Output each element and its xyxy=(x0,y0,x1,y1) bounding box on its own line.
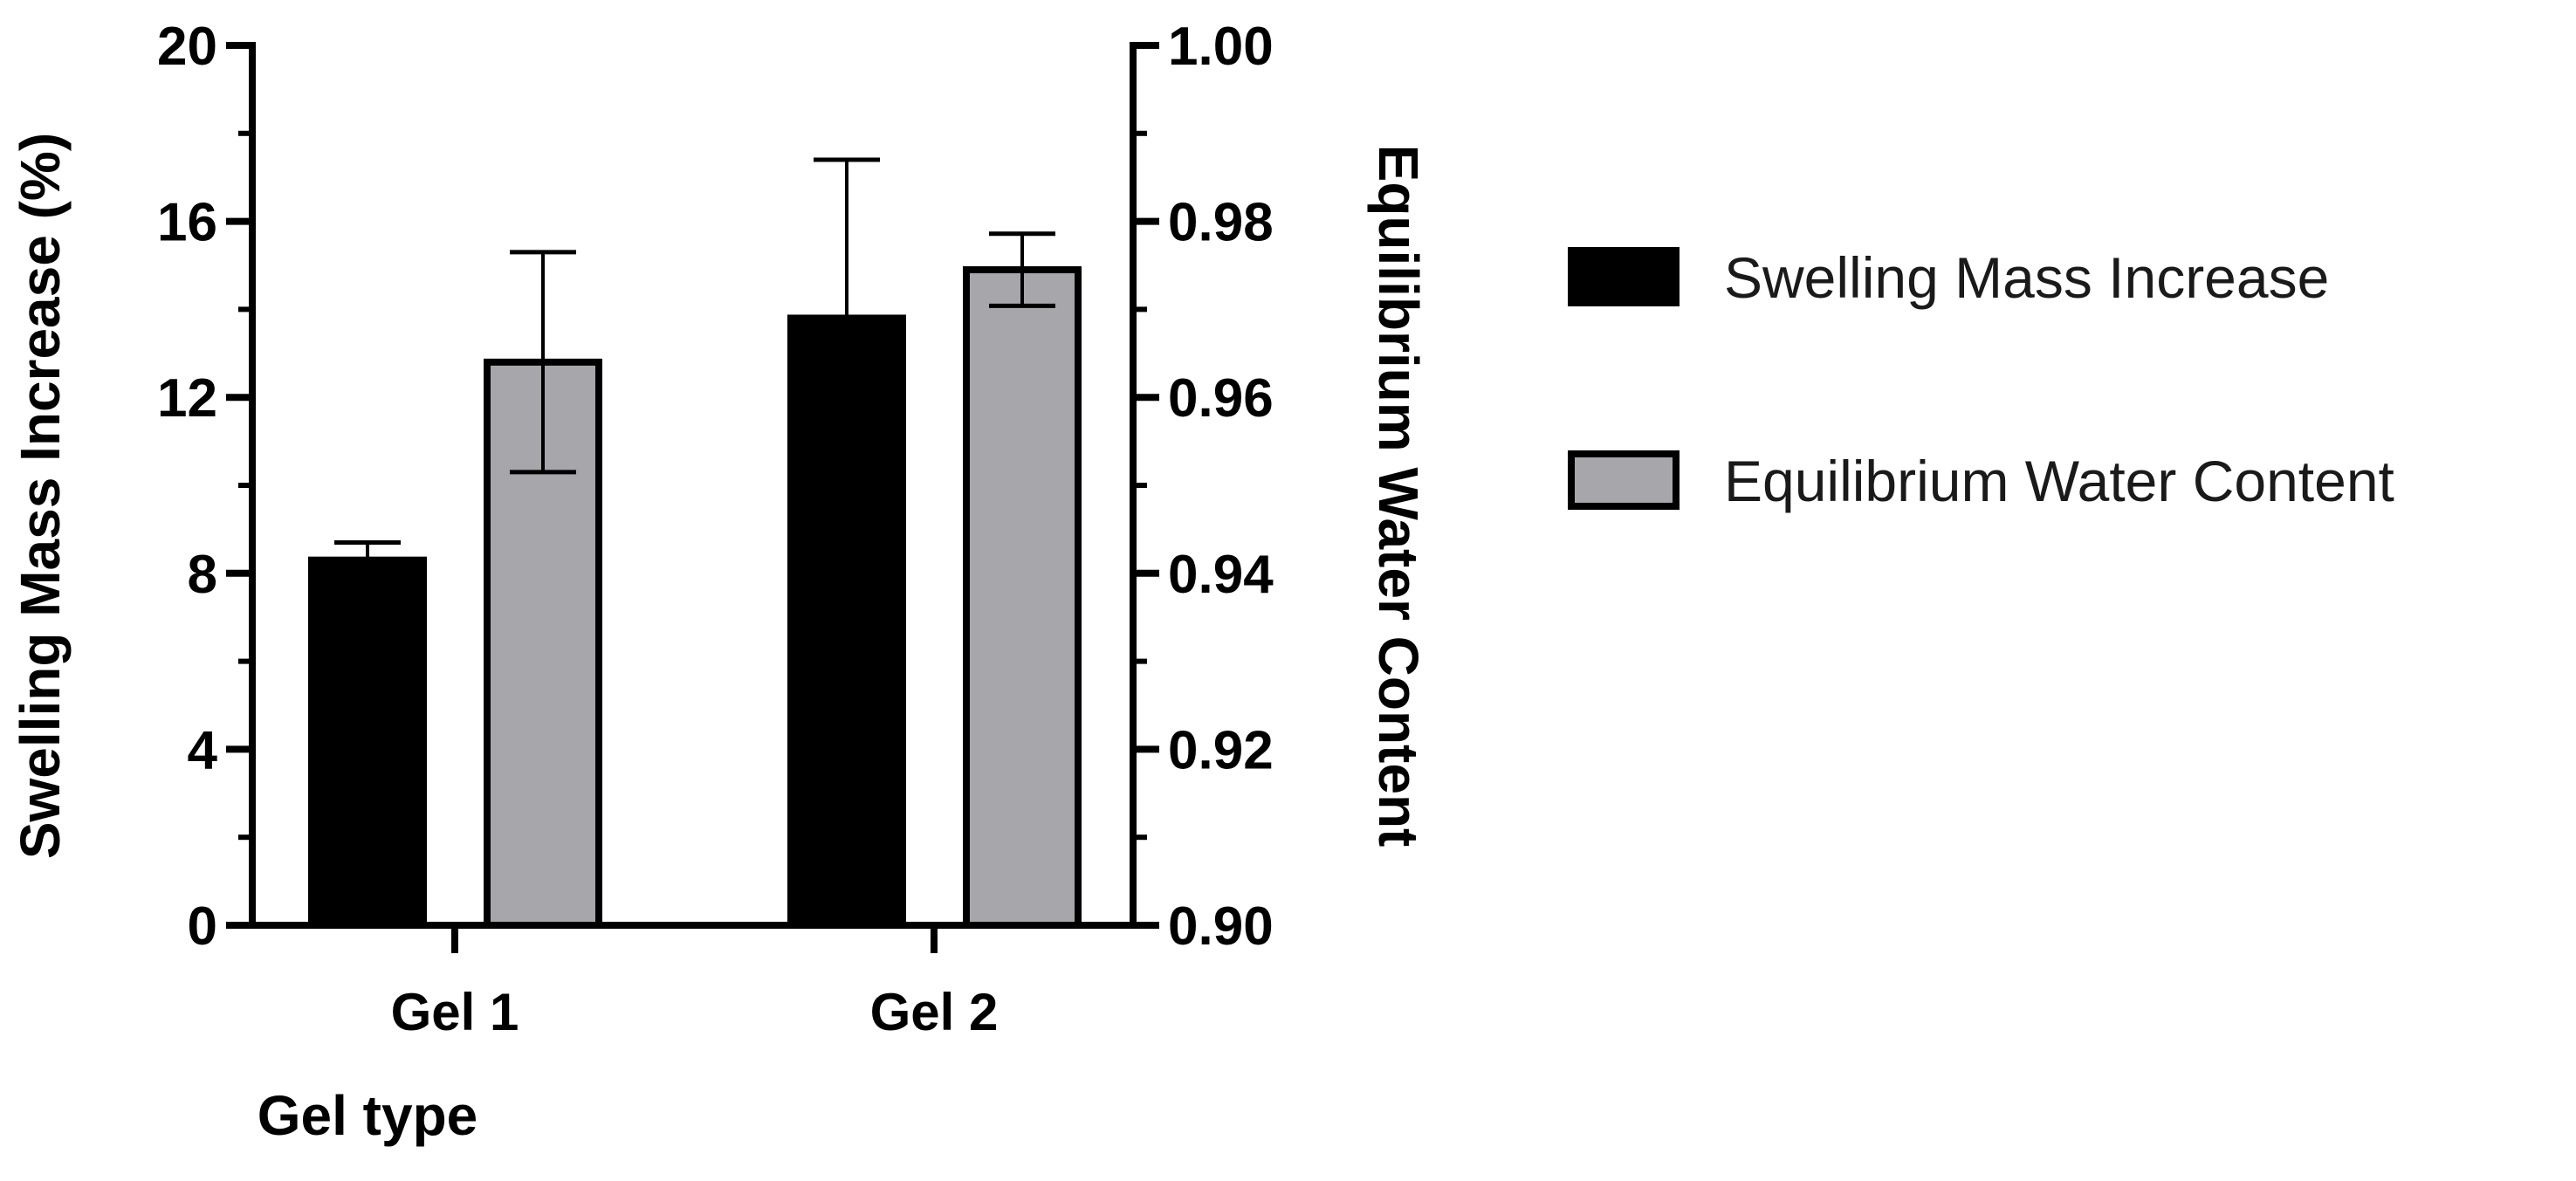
y-left-tick-label: 4 xyxy=(188,720,218,780)
y-left-axis-title: Swelling Mass Increase (%) xyxy=(9,133,72,859)
bar-swelling xyxy=(787,314,906,930)
y-right-tick-label: 0.92 xyxy=(1168,720,1274,780)
y-right-tick-label: 0.96 xyxy=(1168,368,1274,429)
legend: Swelling Mass Increase Equilibrium Water… xyxy=(1568,245,2394,513)
x-tick-label: Gel 1 xyxy=(391,983,519,1041)
legend-label-ewc: Equilibrium Water Content xyxy=(1724,449,2394,513)
y-right-tick-label: 0.94 xyxy=(1168,545,1274,605)
bar-ewc xyxy=(963,266,1082,930)
legend-swatch-swelling xyxy=(1568,247,1680,306)
bars xyxy=(308,266,1082,930)
legend-swatch-ewc xyxy=(1568,450,1680,510)
y-left-tick-label: 20 xyxy=(157,17,217,77)
error-bars xyxy=(334,157,1055,560)
bar-swelling xyxy=(308,556,427,929)
x-axis-title: Gel type xyxy=(258,1084,478,1147)
y-left-tick-label: 0 xyxy=(188,896,217,957)
x-tick-label: Gel 2 xyxy=(870,983,999,1041)
y-right-tick-label: 1.00 xyxy=(1168,17,1274,77)
y-left-tick-label: 12 xyxy=(157,368,217,429)
y-left-tick-label: 8 xyxy=(188,545,217,605)
y-right-tick-label: 0.98 xyxy=(1168,193,1274,253)
y-right-axis-title: Equilibrium Water Content xyxy=(1367,145,1430,848)
legend-label-swelling: Swelling Mass Increase xyxy=(1724,245,2329,310)
y-right-tick-label: 0.90 xyxy=(1168,896,1274,957)
y-left-tick-label: 16 xyxy=(157,193,217,253)
ticks: 0 4 8 12 16 20 0.90 0.92 0.94 0.96 0.98 1.00 Gel 1 Ge… xyxy=(157,17,1274,1041)
